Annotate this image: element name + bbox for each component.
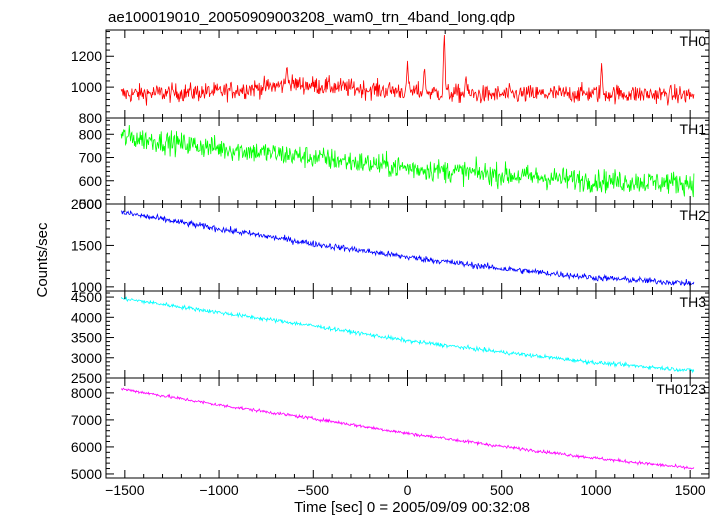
y-tick-label: 1000 bbox=[71, 279, 102, 295]
panel-label-th1: TH1 bbox=[680, 121, 707, 137]
panel-3: 1000 1500 2000 TH2 bbox=[71, 196, 710, 295]
series-line-th0123 bbox=[120, 387, 695, 471]
y-tick-label: 600 bbox=[79, 173, 103, 189]
x-tick-label: −1500 bbox=[105, 482, 145, 498]
y-tick-label: 2000 bbox=[71, 196, 102, 212]
figure-title: ae100019010_20050909003208_wam0_trn_4ban… bbox=[108, 9, 515, 26]
series-line-th1 bbox=[120, 124, 695, 198]
x-tick-label: −500 bbox=[298, 482, 330, 498]
x-axis: −1500 −1000 −500 0 500 1000 1500 bbox=[105, 482, 706, 498]
y-axis-label: Counts/sec bbox=[34, 222, 51, 298]
y-tick-label: 3500 bbox=[71, 330, 102, 346]
series-line-th2 bbox=[120, 210, 695, 286]
y-tick-label: 3000 bbox=[71, 350, 102, 366]
panel-label-th3: TH3 bbox=[680, 294, 707, 310]
y-tick-label: 500 bbox=[79, 196, 103, 212]
y-tick-label: 8000 bbox=[71, 385, 102, 401]
y-tick-label: 1200 bbox=[71, 48, 102, 64]
x-axis-label: Time [sec] 0 = 2005/09/09 00:32:08 bbox=[294, 499, 530, 516]
y-tick-label: 4500 bbox=[71, 289, 102, 305]
x-tick-label: 0 bbox=[404, 482, 412, 498]
x-tick-label: 500 bbox=[490, 482, 514, 498]
y-tick-label: 2500 bbox=[71, 370, 102, 386]
panel-5: 5000 6000 7000 8000 TH0123 bbox=[71, 377, 710, 482]
y-tick-label: 1000 bbox=[71, 79, 102, 95]
panel-label-th0: TH0 bbox=[680, 33, 707, 49]
y-tick-label: 1500 bbox=[71, 237, 102, 253]
series-line-th0 bbox=[120, 34, 695, 106]
x-tick-label: 1500 bbox=[675, 482, 706, 498]
x-tick-label: 1000 bbox=[580, 482, 611, 498]
y-tick-label: 5000 bbox=[71, 466, 102, 482]
series-line-th3 bbox=[120, 296, 695, 374]
x-tick-label: −1000 bbox=[199, 482, 239, 498]
y-tick-label: 6000 bbox=[71, 439, 102, 455]
y-tick-label: 7000 bbox=[71, 412, 102, 428]
y-tick-label: 4000 bbox=[71, 309, 102, 325]
y-tick-label: 800 bbox=[79, 126, 103, 142]
y-tick-label: 700 bbox=[79, 150, 103, 166]
panel-label-th0123: TH0123 bbox=[656, 381, 706, 397]
y-tick-label: 800 bbox=[79, 110, 103, 126]
panel-label-th2: TH2 bbox=[680, 207, 707, 223]
panels-group: 800 1000 1200 TH0 500 600 700 800 TH1 1000 1500 200… bbox=[71, 29, 710, 482]
